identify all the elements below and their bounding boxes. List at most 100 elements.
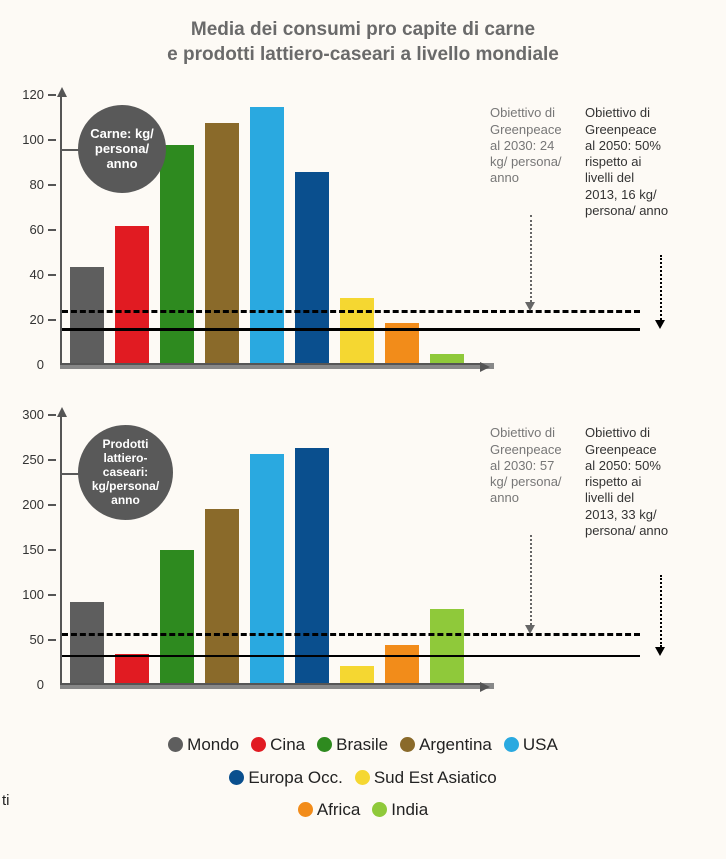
legend-dot <box>251 737 266 752</box>
bar-usa <box>250 454 284 684</box>
ylabel: 250 <box>4 452 44 467</box>
legend-label: USA <box>523 735 558 754</box>
arrow-2050 <box>660 255 662 320</box>
ytick <box>48 319 56 321</box>
legend-label: Brasile <box>336 735 388 754</box>
bar-india <box>430 354 464 363</box>
arrowhead-2050 <box>655 320 665 329</box>
legend-dot <box>355 770 370 785</box>
ytick <box>48 549 56 551</box>
y-axis-arrow <box>57 87 67 97</box>
ytick <box>48 459 56 461</box>
ytick <box>48 274 56 276</box>
ylabel: 20 <box>4 312 44 327</box>
ytick <box>48 414 56 416</box>
legend-dot <box>229 770 244 785</box>
ytick <box>48 639 56 641</box>
ylabel: 150 <box>4 542 44 557</box>
legend-item-africa: Africa <box>298 794 360 826</box>
legend-label: Europa Occ. <box>248 768 343 787</box>
ytick <box>48 94 56 96</box>
bar-cina <box>115 226 149 363</box>
x-axis-arrow <box>480 682 490 692</box>
ylabel: 120 <box>4 87 44 102</box>
legend-dot <box>168 737 183 752</box>
ylabel: 0 <box>4 677 44 692</box>
bar-mondo <box>70 602 104 683</box>
bar-europa <box>295 448 329 683</box>
target-2050-line <box>62 328 640 331</box>
legend: Mondo Cina Brasile Argentina USA Europa Occ. S… <box>0 729 726 826</box>
bar-cina <box>115 654 149 684</box>
chart-dairy: 0 50 100 150 200 250 300 Prodottilattiero-casea… <box>0 405 726 715</box>
ylabel: 40 <box>4 267 44 282</box>
goal-2050-text: Obiettivo di Greenpeace al 2050: 50% ris… <box>585 425 670 539</box>
bar-usa <box>250 107 284 364</box>
target-2050-line <box>62 655 640 658</box>
ylabel: 0 <box>4 357 44 372</box>
title-line2: e prodotti lattiero-caseari a livello mo… <box>40 43 686 68</box>
legend-label: India <box>391 800 428 819</box>
badge-label: Carne: kg/persona/anno <box>78 105 166 193</box>
legend-label: Africa <box>317 800 360 819</box>
legend-dot <box>298 802 313 817</box>
chart-meat: 0 20 40 60 80 100 120 Carne: kg/persona/anno Obi… <box>0 85 726 395</box>
title-line1: Media dei consumi pro capite di carne <box>40 18 686 43</box>
ylabel: 80 <box>4 177 44 192</box>
y-axis-arrow <box>57 407 67 417</box>
legend-item-brasile: Brasile <box>317 729 388 761</box>
arrow-2030 <box>530 215 532 302</box>
stray-text: ti <box>2 792 10 809</box>
ytick <box>48 504 56 506</box>
goal-2030-text: Obiettivo di Greenpeace al 2030: 24 kg/ … <box>490 105 575 186</box>
ytick <box>48 139 56 141</box>
ylabel: 100 <box>4 587 44 602</box>
legend-item-mondo: Mondo <box>168 729 239 761</box>
bar-mondo <box>70 267 104 364</box>
ylabel: 100 <box>4 132 44 147</box>
arrowhead-2030 <box>525 302 535 311</box>
arrowhead-2030 <box>525 625 535 634</box>
goal-2030-text: Obiettivo di Greenpeace al 2030: 57 kg/ … <box>490 425 575 506</box>
bar-europa <box>295 172 329 363</box>
chart-title: Media dei consumi pro capite di carne e … <box>0 0 726 75</box>
ylabel: 200 <box>4 497 44 512</box>
legend-label: Mondo <box>187 735 239 754</box>
legend-item-india: India <box>372 794 428 826</box>
badge-connector <box>60 473 80 475</box>
x-axis-arrow <box>480 362 490 372</box>
legend-item-argentina: Argentina <box>400 729 492 761</box>
ytick <box>48 184 56 186</box>
charts-container: 0 20 40 60 80 100 120 Carne: kg/persona/anno Obi… <box>0 85 726 715</box>
ytick <box>48 594 56 596</box>
bar-argentina <box>205 123 239 364</box>
badge-label: Prodottilattiero-caseari:kg/persona/anno <box>78 425 173 520</box>
legend-dot <box>372 802 387 817</box>
goal-2050-text: Obiettivo di Greenpeace al 2050: 50% ris… <box>585 105 670 219</box>
legend-label: Argentina <box>419 735 492 754</box>
arrow-2030 <box>530 535 532 625</box>
legend-item-cina: Cina <box>251 729 305 761</box>
arrowhead-2050 <box>655 647 665 656</box>
legend-dot <box>400 737 415 752</box>
ytick <box>48 229 56 231</box>
legend-item-europa: Europa Occ. <box>229 762 343 794</box>
bar-sudest <box>340 666 374 683</box>
legend-label: Cina <box>270 735 305 754</box>
badge-connector <box>60 149 80 151</box>
ylabel: 300 <box>4 407 44 422</box>
ylabel: 50 <box>4 632 44 647</box>
bar-argentina <box>205 509 239 684</box>
ylabel: 60 <box>4 222 44 237</box>
legend-item-usa: USA <box>504 729 558 761</box>
arrow-2050 <box>660 575 662 646</box>
legend-item-sudest: Sud Est Asiatico <box>355 762 497 794</box>
bar-brasile <box>160 550 194 683</box>
bar-india <box>430 609 464 684</box>
legend-dot <box>504 737 519 752</box>
bar-africa <box>385 645 419 684</box>
target-2030-line <box>62 633 640 636</box>
target-2030-line <box>62 310 640 313</box>
legend-dot <box>317 737 332 752</box>
legend-label: Sud Est Asiatico <box>374 768 497 787</box>
